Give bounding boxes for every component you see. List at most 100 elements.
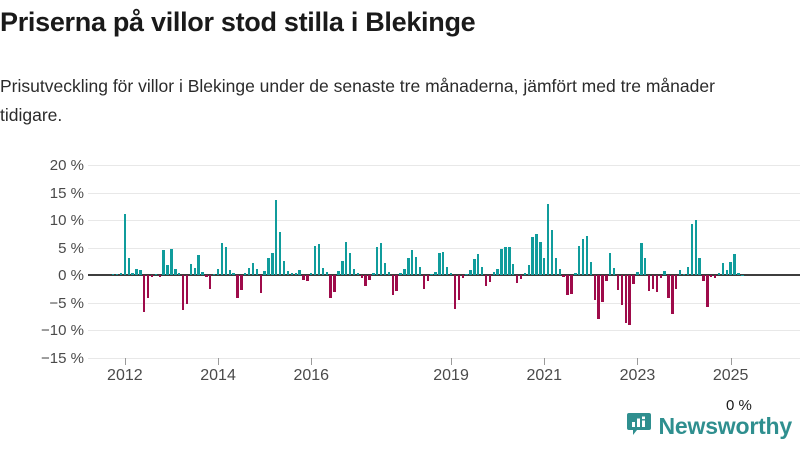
x-axis-tick [124,358,126,365]
logo-text: Newsworthy [658,413,793,439]
bar [143,275,146,312]
bar [671,275,674,315]
bar [321,268,325,276]
x-axis-tick-label: 2012 [107,367,143,384]
bar [399,273,402,276]
bar [496,269,499,276]
bar [158,275,161,278]
bar [166,264,169,276]
bar [651,275,655,289]
bar [636,271,639,276]
y-axis-tick-label: 10 % [49,212,84,230]
bar [372,273,375,276]
bar [181,275,185,311]
bar [702,275,705,281]
bar [605,275,608,281]
bar [640,242,643,276]
y-axis-tick-label: −10 % [41,322,84,340]
bar [721,263,725,276]
bar [519,275,523,279]
bar [741,274,744,276]
bar [189,263,193,276]
bar [209,275,212,290]
bar [275,199,278,276]
y-axis-tick-label: −5 % [49,294,84,312]
bar [356,272,360,276]
bar [391,275,394,296]
bar [294,273,297,276]
x-axis-tick [730,358,732,365]
bar [737,273,740,276]
bar [216,269,220,276]
bar [733,253,736,276]
bar [461,275,464,279]
bar [492,271,495,276]
bar [174,269,177,276]
gridline [88,165,800,166]
bar [395,275,398,292]
x-axis-tick [544,358,546,365]
bar [170,249,173,276]
bar [717,273,721,276]
bar [271,253,274,276]
bar [725,269,728,276]
bar [146,275,150,299]
bar [267,257,270,276]
gridline [88,330,800,332]
bar [667,275,670,299]
bar [628,275,631,325]
bar [212,273,216,276]
bar [523,273,527,276]
bar [484,275,488,287]
x-axis-tick-label: 2023 [619,367,656,384]
bar [729,262,732,276]
bar [616,275,620,291]
bar [488,275,492,282]
bar [364,275,367,286]
bar [578,245,581,276]
bar [224,247,227,276]
bar [682,273,686,276]
bar [438,252,441,276]
bar [535,234,538,276]
x-axis-tick-label: 2014 [200,367,236,384]
bar [706,275,709,308]
bar [710,275,713,277]
bar [543,257,546,276]
bar [601,275,604,303]
bar [558,268,561,276]
bar [185,275,189,304]
bar [341,260,344,276]
bar [624,275,627,323]
x-axis-tick [218,358,220,365]
bar [632,275,635,284]
bar [150,275,154,277]
bar [570,275,573,295]
bar [131,273,134,276]
y-axis-tick-label: 5 % [58,239,84,257]
bar [247,267,251,276]
bar [317,244,321,276]
bar [306,275,309,281]
x-axis-tick [637,358,639,365]
x-axis-tick-label: 2025 [712,367,749,384]
bar [527,265,530,276]
bar [251,263,255,276]
bar [550,230,554,276]
bar [659,275,662,279]
x-axis-tick [451,358,453,365]
bar [678,269,682,276]
gridline [88,247,800,249]
bar [473,259,476,276]
bar [500,249,503,276]
bar [430,273,433,276]
y-axis-tick-label: 20 % [49,157,84,174]
y-axis-tick-label: 15 % [49,184,84,202]
x-axis-tick-label: 2021 [526,367,563,384]
bar [368,275,371,280]
gridline [88,302,800,304]
bar [139,270,142,276]
bar [240,275,243,290]
bar [135,268,138,276]
bar [244,273,247,276]
